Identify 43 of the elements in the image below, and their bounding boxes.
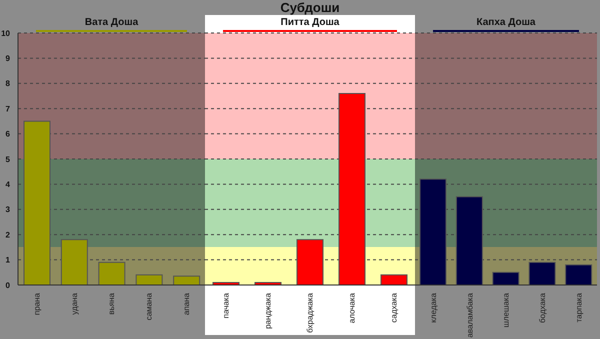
y-tick-label: 1 (6, 256, 11, 265)
x-tick-label: алочака (348, 292, 357, 324)
bar (98, 262, 126, 285)
y-tick-label: 6 (6, 130, 11, 139)
x-tick-label: удана (70, 292, 79, 315)
y-tick-label: 3 (6, 205, 11, 214)
y-tick-label: 8 (6, 79, 11, 88)
bar (380, 274, 408, 285)
x-tick-label: шлешака (502, 292, 511, 328)
y-tick-label: 4 (6, 180, 11, 190)
bar (173, 276, 200, 285)
y-tick-label: 10 (1, 28, 11, 38)
bar (565, 264, 592, 285)
y-tick-label: 5 (6, 154, 11, 164)
chart-title: Вата Доша (84, 17, 140, 29)
bar (338, 92, 366, 285)
bar (456, 196, 483, 285)
bar (528, 262, 556, 285)
x-tick-label: вьяна (107, 292, 116, 315)
x-tick-label: пачака (222, 292, 231, 318)
bar (492, 272, 520, 285)
chart-title: Капха Доша (476, 17, 536, 29)
y-tick-label: 0 (6, 280, 11, 290)
bar (136, 274, 163, 285)
chart-title: Субдоши (279, 0, 341, 15)
y-tick-label: 9 (6, 54, 11, 64)
x-tick-label: садхака (390, 292, 399, 323)
x-tick-label: апана (182, 292, 191, 316)
x-tick-label: бодхака (538, 292, 548, 324)
x-tick-label: кледака (428, 292, 438, 323)
x-tick-label: прана (32, 292, 42, 316)
x-tick-label: самана (144, 292, 154, 320)
y-tick-label: 2 (6, 230, 11, 240)
x-tick-label: ранджака (264, 292, 273, 329)
x-tick-label: аваламбака (465, 292, 474, 338)
x-tick-label: бхраджака (306, 292, 315, 333)
bar (296, 239, 324, 285)
bar (60, 239, 88, 285)
y-tick-label: 7 (6, 104, 11, 114)
bar (420, 178, 446, 285)
x-tick-label: тарпака (574, 292, 584, 322)
bar (24, 120, 50, 285)
chart-subtitle: Питта Доша (280, 17, 340, 29)
